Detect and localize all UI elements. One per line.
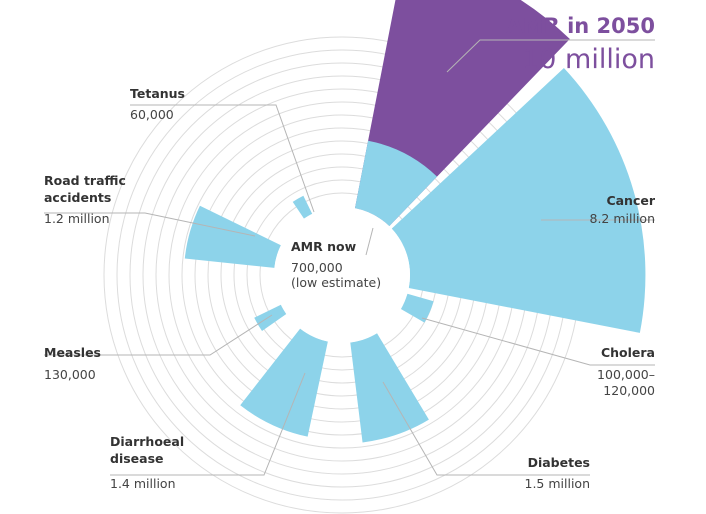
label-value-cancer: 8.2 million <box>590 211 656 226</box>
bar-diarrhoeal-disease <box>240 328 328 437</box>
label-name-amr-in-2050: AMR in 2050 <box>506 14 655 38</box>
label-value-amr-in-2050: 10 million <box>522 44 655 75</box>
chart-bars <box>184 0 646 443</box>
leader-tetanus <box>130 104 315 213</box>
leader-amr-in-2050 <box>446 39 655 73</box>
label-value-diarrhoeal-disease: 1.4 million <box>110 476 176 491</box>
label-name-measles: Measles <box>44 345 101 360</box>
center-label: AMR now 700,000 (low estimate) <box>291 239 381 290</box>
leader-amr-now <box>365 227 374 256</box>
leader-diabetes <box>382 381 590 476</box>
label-value-diabetes: 1.5 million <box>525 476 591 491</box>
label-value-tetanus: 60,000 <box>130 107 174 122</box>
label-name-diarrhoeal-disease: Diarrhoeal disease <box>110 434 184 466</box>
bar-cancer <box>391 68 646 333</box>
label-name-cancer: Cancer <box>606 193 655 208</box>
label-name-cholera: Cholera <box>601 345 655 360</box>
bar-measles <box>254 304 287 332</box>
bar-amr-now <box>354 140 438 227</box>
label-name-diabetes: Diabetes <box>528 455 590 470</box>
leader-cholera <box>421 317 655 366</box>
chart-labels: AMR in 2050 10 million Cancer 8.2 million Ch… <box>44 14 656 491</box>
label-value-road-traffic-accidents: 1.2 million <box>44 211 110 226</box>
center-value: 700,000 <box>291 260 343 275</box>
leader-road-traffic-accidents <box>44 212 256 237</box>
center-name: AMR now <box>291 239 357 254</box>
leader-lines <box>44 39 655 476</box>
leader-diarrhoeal-disease <box>110 372 306 476</box>
bar-tetanus <box>292 195 313 219</box>
bar-cholera <box>400 293 434 323</box>
center-note: (low estimate) <box>291 275 381 290</box>
label-name-tetanus: Tetanus <box>130 86 185 101</box>
center-circle <box>274 207 410 343</box>
label-value-cholera: 100,000– 120,000 <box>597 367 655 398</box>
label-value-measles: 130,000 <box>44 367 96 382</box>
label-name-road-traffic-accidents: Road traffic accidents <box>44 173 126 205</box>
bar-road-traffic-accidents <box>184 205 281 268</box>
leader-measles <box>44 314 273 356</box>
bar-diabetes <box>350 333 429 443</box>
